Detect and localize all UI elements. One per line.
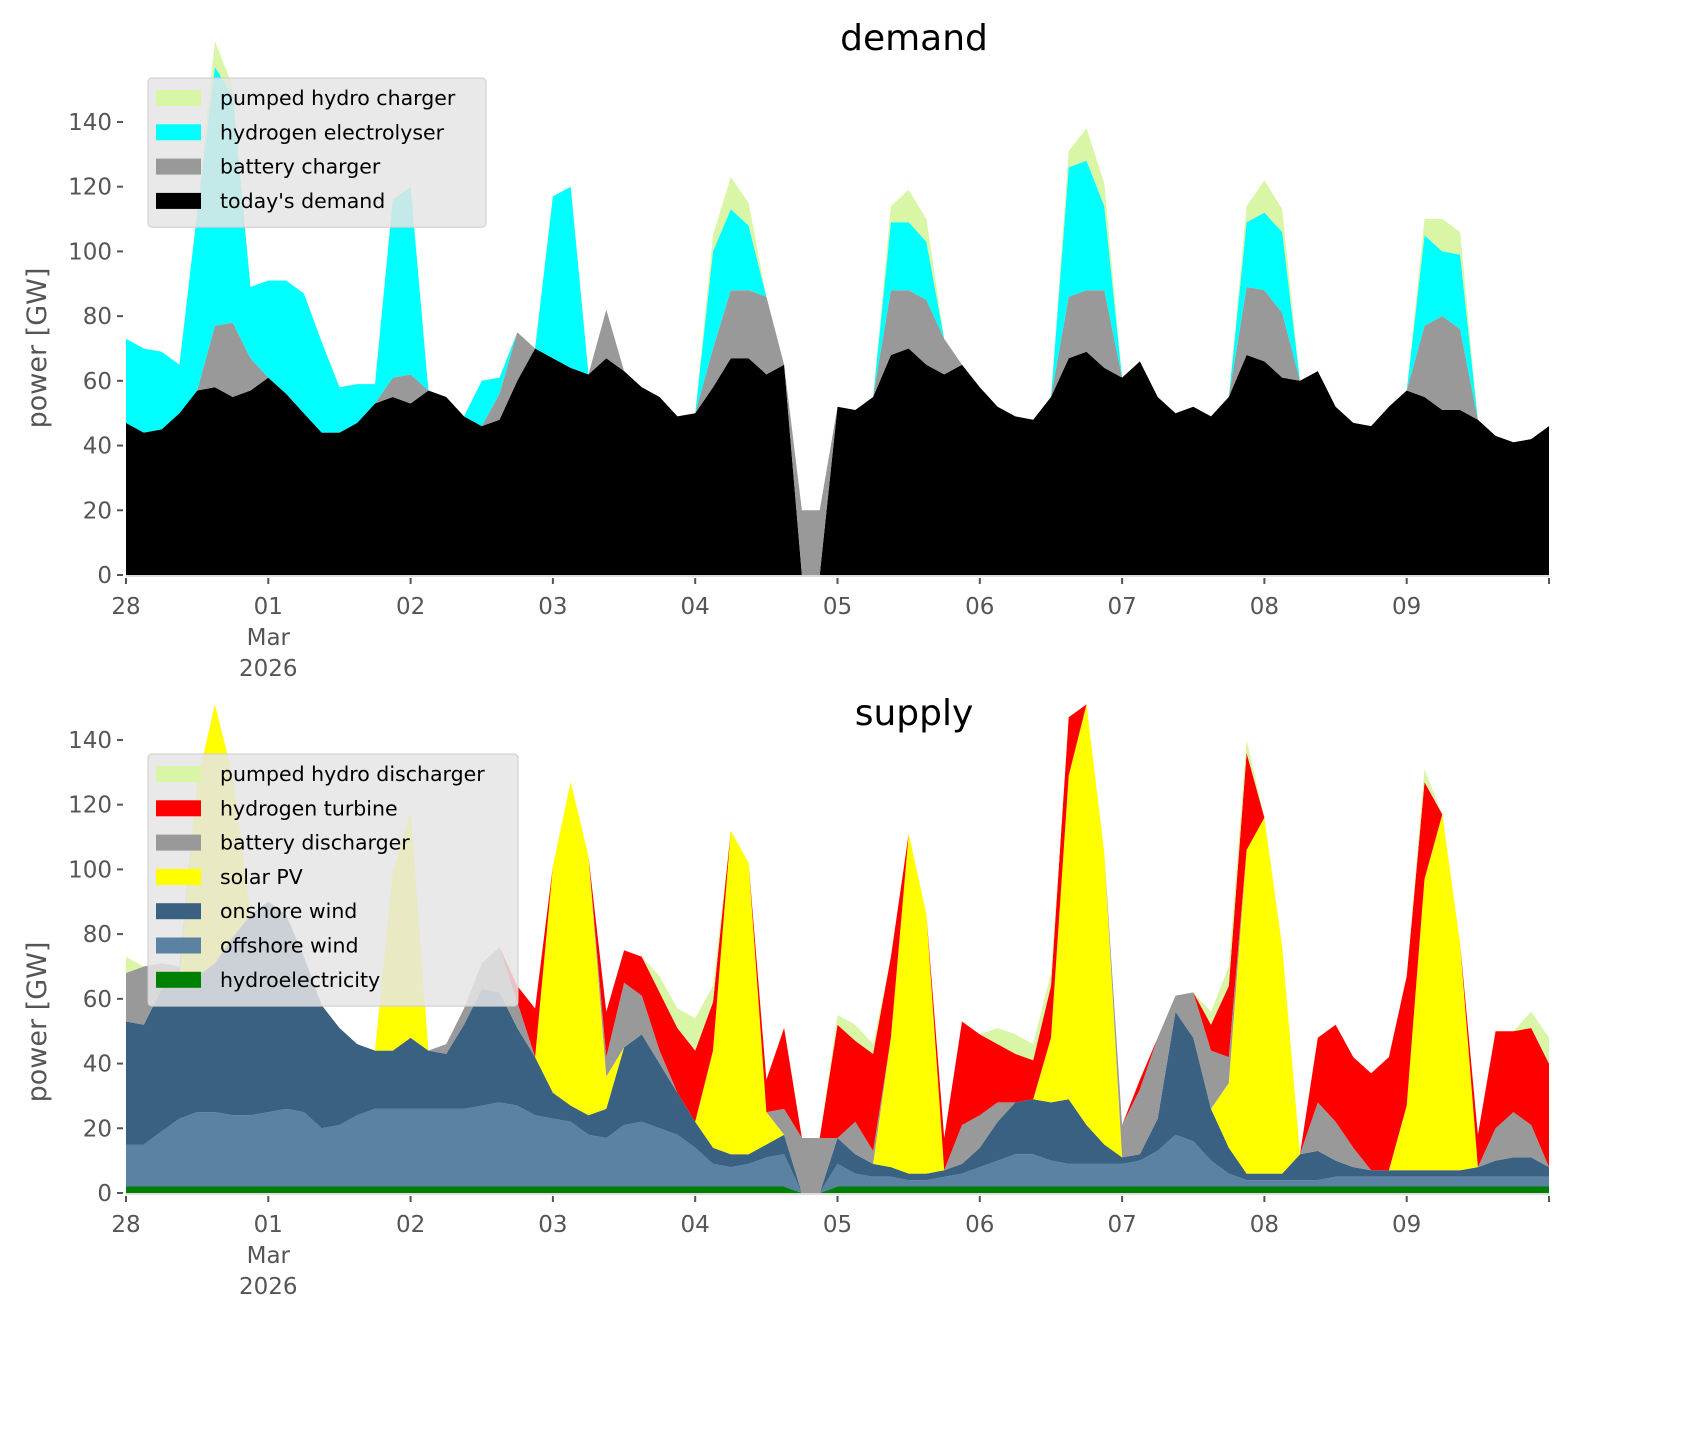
legend-swatch [156, 800, 201, 817]
legend-label: battery discharger [220, 831, 410, 855]
legend-label: solar PV [220, 865, 303, 889]
y-tick-label: 20 [83, 498, 112, 524]
y-tick-label: 100 [68, 239, 112, 265]
y-tick-label: 60 [83, 987, 112, 1013]
y-tick-label: 0 [97, 1181, 112, 1207]
x-tick-label: 04 [681, 1212, 710, 1238]
x-tick-label: 28 [111, 594, 140, 620]
legend-swatch [156, 971, 201, 988]
x-tick-sublabel: 2026 [239, 1274, 298, 1300]
supply-legend: pumped hydro discharger hydrogen turbine b… [147, 753, 519, 1007]
y-tick-label: 120 [68, 793, 112, 819]
legend-swatch [156, 192, 201, 209]
legend-label: hydrogen turbine [220, 796, 398, 820]
legend-label: today's demand [220, 189, 385, 213]
x-tick-label: 28 [111, 1212, 140, 1238]
demand-panel: demand 0 20 40 60 80 100 120 140 28 01 Mar 2026 02 03… [22, 18, 1550, 682]
x-tick-label: 01 [254, 594, 283, 620]
y-tick-label: 140 [68, 728, 112, 754]
demand-areas [126, 41, 1549, 575]
area-hydrogen-turbine [126, 704, 1549, 1171]
legend-swatch [156, 766, 201, 782]
y-tick-label: 120 [68, 175, 112, 201]
area-today-s-demand [126, 348, 1549, 575]
y-tick-label: 0 [97, 563, 112, 589]
x-tick-label: 05 [823, 1212, 852, 1238]
y-tick-label: 40 [83, 1052, 112, 1078]
demand-legend: pumped hydro charger hydrogen electrolyse… [147, 77, 487, 228]
legend-label: onshore wind [220, 899, 357, 923]
x-tick-label: 02 [396, 594, 425, 620]
legend-swatch [156, 90, 201, 106]
y-tick-label: 140 [68, 110, 112, 136]
x-tick-label: 02 [396, 1212, 425, 1238]
y-tick-label: 40 [83, 434, 112, 460]
area-hydrogen-electrolyser [126, 66, 1549, 511]
legend-box [147, 753, 519, 1007]
legend-swatch [156, 868, 201, 885]
area-onshore-wind [126, 901, 1549, 1193]
x-tick-label: 07 [1107, 594, 1136, 620]
legend-swatch [156, 937, 201, 954]
supply-axes: 0 20 40 60 80 100 120 140 28 01 Mar 2026 02 03 04 05 06 0… [68, 728, 1550, 1300]
supply-title: supply [855, 693, 974, 734]
x-tick-label: 06 [965, 594, 994, 620]
legend-label: battery charger [220, 155, 381, 179]
x-tick-sublabel: 2026 [239, 656, 298, 682]
legend-label: hydroelectricity [220, 968, 380, 992]
supply-panel: supply 0 20 40 60 80 100 120 140 28 01 Mar 2026 02 03… [22, 693, 1550, 1300]
x-tick-sublabel: Mar [247, 1243, 291, 1269]
x-tick-label: 08 [1250, 1212, 1279, 1238]
demand-title: demand [840, 18, 988, 59]
y-tick-label: 20 [83, 1116, 112, 1142]
y-tick-label: 80 [83, 922, 112, 948]
x-tick-label: 05 [823, 594, 852, 620]
area-hydroelectricity [126, 1186, 1549, 1193]
x-tick-label: 01 [254, 1212, 283, 1238]
legend-box [147, 77, 487, 228]
x-tick-label: 09 [1392, 594, 1421, 620]
legend-swatch [156, 124, 201, 141]
legend-label: pumped hydro discharger [220, 762, 485, 786]
x-tick-label: 07 [1107, 1212, 1136, 1238]
x-tick-label: 03 [538, 1212, 567, 1238]
x-tick-sublabel: Mar [247, 625, 291, 651]
x-tick-label: 03 [538, 594, 567, 620]
demand-axes: 0 20 40 60 80 100 120 140 28 01 Mar 2026 02 03 04 05 06 0… [68, 110, 1550, 682]
y-tick-label: 60 [83, 369, 112, 395]
legend-label: hydrogen electrolyser [220, 120, 445, 144]
legend-label: offshore wind [220, 934, 358, 958]
y-tick-label: 80 [83, 304, 112, 330]
legend-swatch [156, 903, 201, 920]
y-tick-label: 100 [68, 857, 112, 883]
area-offshore-wind [126, 1102, 1549, 1193]
legend-swatch [156, 834, 201, 851]
x-tick-label: 08 [1250, 594, 1279, 620]
x-tick-label: 06 [965, 1212, 994, 1238]
demand-ylabel: power [GW] [22, 268, 53, 429]
x-tick-label: 04 [681, 594, 710, 620]
legend-swatch [156, 158, 201, 175]
x-tick-label: 09 [1392, 1212, 1421, 1238]
supply-ylabel: power [GW] [22, 942, 53, 1103]
legend-label: pumped hydro charger [220, 86, 456, 110]
